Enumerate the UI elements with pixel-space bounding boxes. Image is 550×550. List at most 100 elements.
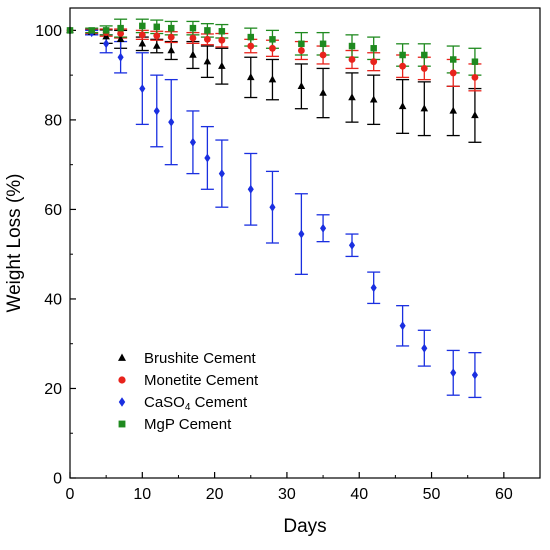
monetite-cement-point bbox=[471, 73, 479, 81]
legend-mgp-cement-label: MgP Cement bbox=[144, 416, 232, 433]
brushite-cement-point bbox=[218, 61, 226, 69]
caso4-cement-point bbox=[348, 240, 356, 250]
x-tick-label: 40 bbox=[350, 486, 368, 503]
brushite-cement-point bbox=[116, 35, 125, 43]
mgp-cement-point bbox=[167, 24, 175, 32]
legend-mgp-cement-marker bbox=[118, 420, 126, 428]
mgp-cement-point bbox=[449, 56, 457, 63]
legend-caso4-cement-label: CaSO4 Cement bbox=[144, 394, 248, 413]
legend: Brushite Cement Monetite Cement CaSO4 Ceme… bbox=[118, 350, 259, 433]
brushite-cement-point bbox=[449, 106, 458, 114]
brushite-cement-point bbox=[319, 88, 327, 96]
caso4-cement-point bbox=[153, 106, 160, 116]
mgp-cement-point bbox=[139, 22, 146, 30]
y-tick-label: 40 bbox=[44, 291, 62, 308]
x-tick-label: 20 bbox=[206, 486, 224, 503]
brushite-cement-point bbox=[203, 57, 212, 65]
x-axis-title: Days bbox=[283, 516, 326, 537]
y-tick-label: 80 bbox=[44, 112, 62, 129]
legend-label-subscript: 4 bbox=[185, 402, 191, 413]
plot-frame bbox=[69, 7, 541, 479]
monetite-cement-point bbox=[189, 34, 197, 42]
monetite-cement-point bbox=[167, 33, 175, 41]
x-tick-label: 60 bbox=[495, 486, 513, 503]
mgp-cement-point bbox=[189, 24, 197, 32]
errorbars-layer bbox=[85, 18, 482, 399]
mgp-cement-point bbox=[247, 33, 255, 41]
monetite-cement-point bbox=[117, 30, 125, 37]
brushite-cement-point bbox=[268, 75, 277, 83]
legend-label-main: CaSO bbox=[144, 394, 185, 411]
caso4-cement-point bbox=[370, 283, 377, 293]
mgp-cement-point bbox=[88, 27, 95, 34]
monetite-cement-point bbox=[153, 32, 161, 40]
brushite-cement-point bbox=[471, 111, 479, 119]
x-tick-label: 50 bbox=[423, 486, 441, 503]
y-tick-label: 100 bbox=[35, 23, 62, 40]
brushite-cement-point bbox=[246, 73, 255, 81]
monetite-cement-point bbox=[348, 56, 356, 63]
mgp-cement-point bbox=[399, 51, 406, 59]
brushite-cement-point bbox=[189, 50, 197, 58]
caso4-cement-point bbox=[117, 52, 124, 62]
monetite-cement-point bbox=[138, 31, 146, 39]
caso4-cement-point bbox=[103, 39, 110, 49]
legend-label-tail: Cement bbox=[190, 394, 248, 411]
y-tick-label: 20 bbox=[44, 381, 62, 398]
monetite-cement-point bbox=[218, 36, 226, 44]
brushite-cement-point bbox=[348, 93, 356, 101]
x-tick-label: 0 bbox=[66, 486, 75, 503]
monetite-cement-point bbox=[297, 47, 305, 54]
legend-label-main: Brushite Cement bbox=[144, 350, 257, 367]
caso4-cement-point bbox=[269, 202, 276, 212]
mgp-cement-point bbox=[319, 40, 327, 48]
monetite-cement-point bbox=[203, 35, 211, 43]
y-tick-label: 60 bbox=[44, 202, 62, 219]
y-axis-title: Weight Loss (%) bbox=[4, 173, 25, 312]
monetite-cement-point bbox=[269, 44, 276, 52]
caso4-cement-point bbox=[139, 84, 146, 94]
brushite-cement-point bbox=[167, 46, 176, 54]
mgp-cement-point bbox=[218, 28, 226, 35]
caso4-cement-point bbox=[168, 117, 175, 127]
caso4-cement-point bbox=[204, 153, 211, 163]
mgp-cement-point bbox=[117, 24, 124, 32]
mgp-cement-point bbox=[102, 27, 110, 34]
monetite-cement-point bbox=[449, 69, 457, 77]
mgp-cement-point bbox=[471, 58, 479, 65]
legend-caso4-cement-marker bbox=[118, 397, 126, 407]
mgp-cement-point bbox=[298, 40, 305, 48]
brushite-cement-point bbox=[398, 102, 407, 110]
mgp-cement-point bbox=[348, 42, 356, 50]
caso4-cement-point bbox=[247, 184, 254, 194]
caso4-cement-point bbox=[298, 229, 305, 239]
brushite-cement-point bbox=[297, 82, 306, 90]
brushite-cement-point bbox=[369, 95, 378, 103]
x-tick-label: 30 bbox=[278, 486, 296, 503]
legend-monetite-cement-marker bbox=[118, 376, 126, 384]
caso4-cement-point bbox=[189, 137, 196, 147]
brushite-cement-point bbox=[420, 104, 429, 112]
monetite-cement-point bbox=[370, 58, 378, 66]
brushite-cement-point bbox=[152, 41, 161, 49]
mgp-cement-point bbox=[421, 51, 428, 59]
mgp-cement-point bbox=[204, 27, 211, 34]
monetite-cement-point bbox=[319, 51, 327, 59]
caso4-cement-point bbox=[218, 169, 225, 179]
mgp-cement-point bbox=[269, 36, 276, 43]
legend-brushite-cement-label: Brushite Cement bbox=[144, 350, 257, 367]
monetite-cement-point bbox=[420, 65, 428, 72]
y-tick-label: 0 bbox=[53, 471, 62, 488]
caso4-cement-point bbox=[450, 368, 457, 378]
monetite-cement-point bbox=[247, 42, 255, 50]
mgp-cement-point bbox=[370, 45, 377, 52]
ticks-layer: 0 10 20 30 40 50 60 0 20 40 60 80 100 bbox=[35, 23, 513, 503]
legend-label-main: Monetite Cement bbox=[144, 372, 259, 389]
mgp-cement-point bbox=[153, 23, 161, 31]
caso4-cement-point bbox=[471, 370, 478, 380]
monetite-cement-point bbox=[399, 62, 407, 70]
legend-brushite-cement-marker bbox=[118, 353, 126, 361]
caso4-cement-point bbox=[320, 223, 327, 233]
